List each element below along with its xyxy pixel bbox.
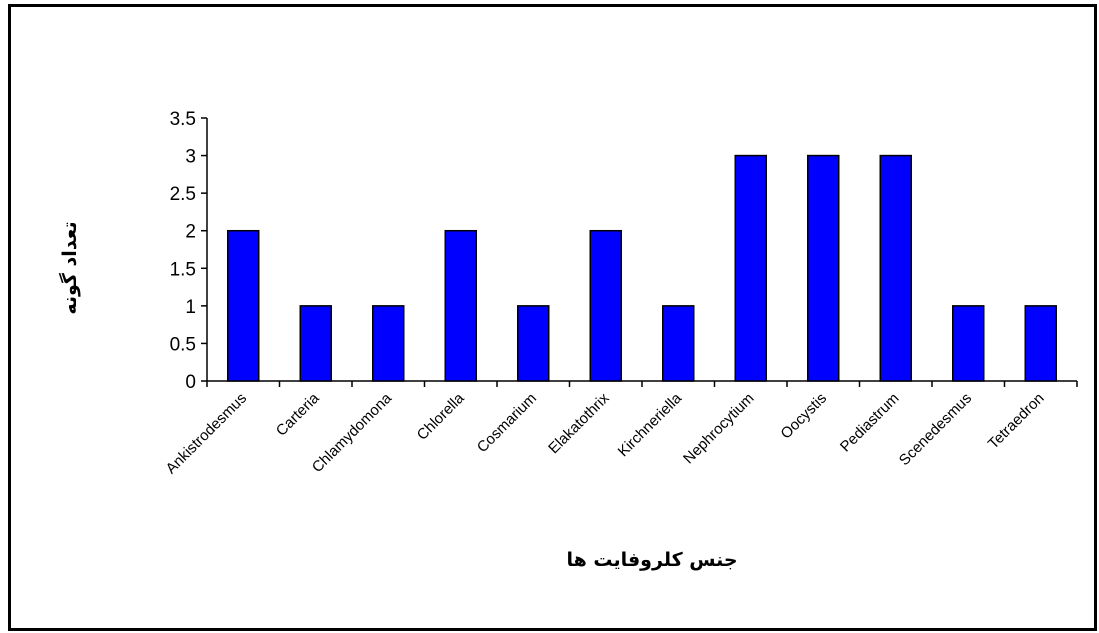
x-tick-label: Carteria — [273, 389, 323, 439]
bar — [299, 305, 332, 382]
x-tick-label: Nephrocytium — [680, 390, 757, 467]
x-tick-label: Ankistrodesmus — [163, 390, 250, 477]
x-tick-label: Elakatothrix — [545, 389, 613, 457]
y-tick-label: 3.5 — [170, 109, 196, 130]
bar — [589, 229, 622, 382]
y-tick-label: 0 — [185, 372, 196, 393]
x-tick-label: Pediastrum — [837, 390, 903, 456]
y-axis: 0 0.5 1 1.5 2 2.5 3 3.5 — [170, 109, 208, 393]
bar — [879, 154, 912, 382]
chart-frame — [8, 4, 1097, 631]
y-tick-label: 1.5 — [170, 259, 196, 280]
bar — [734, 154, 767, 382]
x-tick-label: Chlorella — [414, 389, 468, 443]
x-tick-label: Tetraedron — [985, 390, 1048, 453]
y-tick-label: 1 — [185, 297, 196, 318]
bar — [952, 305, 985, 382]
y-tick-label: 2 — [185, 222, 196, 243]
bar — [1024, 305, 1057, 382]
bars — [227, 154, 1057, 382]
bar — [517, 305, 550, 382]
bar — [662, 305, 695, 382]
y-axis-title: تعداد گونه — [58, 221, 81, 314]
y-tick-label: 3 — [185, 147, 196, 168]
y-tick-label: 2.5 — [170, 184, 196, 205]
bar — [227, 229, 260, 382]
bar — [372, 305, 405, 382]
x-tick-label: Cosmarium — [474, 390, 540, 456]
y-tick-label: 0.5 — [170, 334, 196, 355]
x-tick-label: Scenedesmus — [896, 390, 975, 469]
bar — [807, 154, 840, 382]
x-axis-title: جنس کلروفایت ها — [566, 549, 737, 571]
x-tick-label: Oocystis — [777, 390, 830, 443]
x-tick-label: Kirchneriella — [615, 389, 686, 460]
bar — [444, 229, 477, 382]
